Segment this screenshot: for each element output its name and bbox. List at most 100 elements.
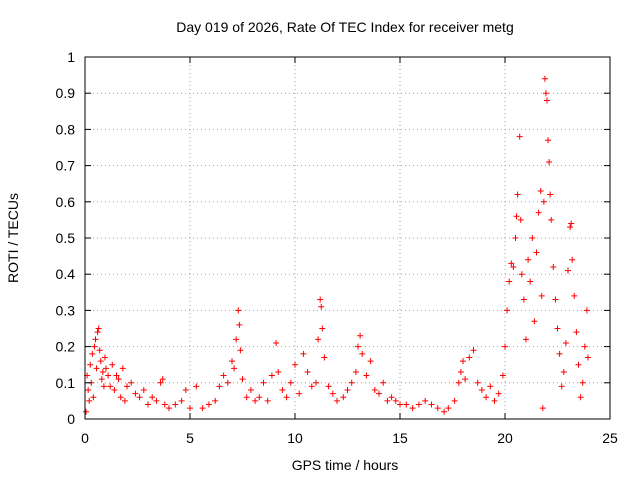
data-point [460, 358, 466, 365]
data-point [508, 260, 515, 267]
data-point [115, 376, 122, 383]
data-point [568, 220, 575, 227]
data-point [560, 368, 567, 375]
data-point [541, 75, 548, 82]
data-point [101, 354, 108, 361]
x-tick-label: 25 [602, 430, 618, 446]
data-point [547, 191, 554, 198]
data-point [504, 307, 511, 314]
data-point [99, 368, 106, 375]
data-point [317, 296, 324, 303]
y-tick-label: 0.4 [56, 266, 76, 282]
data-point [128, 379, 135, 386]
data-point [145, 401, 151, 408]
data-point [535, 209, 542, 216]
x-tick-label: 0 [81, 430, 89, 446]
data-point [554, 325, 561, 332]
data-point [113, 372, 120, 379]
data-point [575, 361, 582, 368]
data-point [510, 263, 517, 270]
data-point [403, 401, 410, 408]
data-point [565, 267, 571, 274]
data-point [161, 401, 168, 408]
data-point [117, 394, 124, 401]
x-tick-label: 15 [392, 430, 408, 446]
data-point [85, 387, 92, 394]
data-point [304, 368, 311, 375]
data-point [287, 379, 294, 386]
data-point [518, 271, 525, 278]
data-point [577, 394, 584, 401]
data-point [256, 394, 263, 401]
data-point [545, 137, 552, 144]
data-point [388, 394, 395, 401]
y-tick-label: 0.6 [56, 194, 76, 210]
y-tick-label: 0.2 [56, 339, 76, 355]
y-tick-label: 0.9 [56, 85, 76, 101]
data-point [455, 379, 462, 386]
data-point [107, 383, 114, 390]
data-point [220, 372, 227, 379]
data-point [542, 90, 549, 97]
data-point [550, 263, 557, 270]
data-point [264, 397, 271, 404]
data-point [584, 354, 591, 361]
data-point [100, 383, 107, 390]
grid-lines [85, 57, 610, 419]
data-point [86, 397, 93, 404]
data-point [376, 390, 382, 397]
data-point [499, 372, 506, 379]
data-point [462, 376, 469, 383]
data-point [573, 329, 580, 336]
chart-title: Day 019 of 2026, Rate Of TEC Index for r… [176, 19, 513, 35]
data-point [457, 368, 464, 375]
data-point [533, 249, 540, 256]
data-point [105, 372, 112, 379]
data-point [292, 361, 298, 368]
data-point [502, 343, 508, 350]
data-point [581, 343, 588, 350]
data-point [422, 397, 429, 404]
data-point [483, 394, 490, 401]
data-point [95, 325, 102, 332]
data-point [409, 405, 416, 412]
data-point [83, 408, 90, 415]
data-point [512, 235, 519, 241]
data-point [562, 339, 569, 346]
data-point [466, 354, 473, 361]
data-point [205, 401, 212, 408]
y-tick-label: 1 [67, 49, 75, 65]
x-tick-label: 10 [287, 430, 303, 446]
data-point [529, 235, 536, 241]
data-point [233, 336, 240, 343]
data-point [558, 383, 565, 390]
data-point [252, 397, 259, 404]
y-tick-label: 0.1 [56, 375, 76, 391]
data-point [300, 350, 307, 357]
data-point [531, 318, 538, 325]
data-point [516, 133, 523, 140]
data-point [487, 383, 494, 390]
data-point [94, 329, 101, 336]
data-point [247, 387, 254, 394]
data-point [231, 365, 238, 372]
data-point [546, 158, 553, 165]
data-point [579, 379, 586, 386]
data-point [451, 397, 458, 404]
data-point [308, 383, 315, 390]
data-point [98, 376, 105, 383]
y-tick-label: 0.7 [56, 158, 76, 174]
data-point [224, 379, 231, 386]
data-point [89, 350, 96, 357]
data-point [325, 383, 332, 390]
data-point [329, 390, 336, 397]
data-point [567, 224, 574, 231]
data-point [520, 296, 527, 303]
data-point [392, 397, 399, 404]
data-point [121, 397, 128, 404]
data-point [319, 325, 326, 332]
data-point [172, 401, 179, 408]
data-point [313, 379, 319, 386]
data-point [199, 405, 206, 412]
